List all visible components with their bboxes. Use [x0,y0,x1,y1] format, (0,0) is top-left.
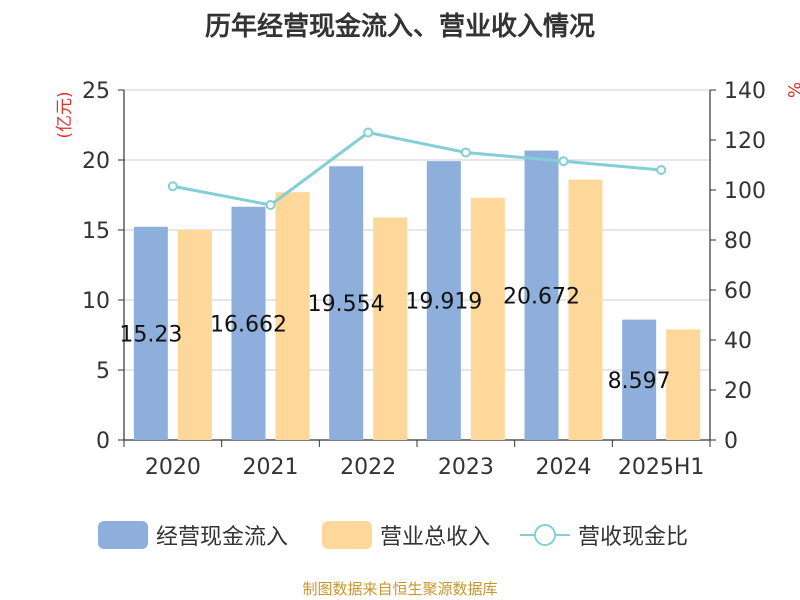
line-point-series3 [558,156,569,167]
bar-series1 [426,161,461,440]
source-note: 制图数据来自恒生聚源数据库 [302,580,498,598]
bar-series2 [666,329,701,440]
y-tick-label: 25 [82,79,110,104]
line-point-series3 [265,200,276,210]
y2-tick-label: 100 [724,179,766,204]
x-tick-label: 2025H1 [618,455,705,480]
y2-tick-label: 140 [724,79,766,104]
x-tick-label: 2023 [438,455,494,480]
bar-series2 [470,197,505,440]
x-tick-label: 2022 [340,455,396,480]
line-point-series3 [363,127,374,138]
y-tick-label: 20 [82,149,110,174]
y-axis-title: (亿元) [55,91,75,138]
y2-tick-label: 40 [724,329,752,354]
legend-label-series2: 营业总收入 [380,525,491,550]
bar-series2 [177,230,212,440]
bar-series1 [231,206,266,440]
line-point-series3 [460,147,471,158]
legend: 经营现金流入 营业总收入 营收现金比 [0,517,800,553]
y2-axis-title: % [783,82,800,98]
y2-tick-label: 20 [724,379,752,404]
x-tick-label: 2020 [145,455,201,480]
data-label-series1: 8.597 [608,369,671,394]
bar-series2 [568,179,603,440]
x-tick-label: 2021 [243,455,299,480]
legend-label-series3: 营收现金比 [578,525,689,550]
line-point-series3 [167,181,178,192]
legend-line-series3 [520,521,570,549]
line-point-series3 [656,165,667,175]
legend-item-series3[interactable]: 营收现金比 [520,517,688,553]
data-label-series1: 20.672 [503,284,580,309]
legend-item-series1[interactable]: 经营现金流入 [98,517,288,553]
data-label-series1: 15.23 [119,322,182,347]
x-tick-label: 2024 [536,455,592,480]
bar-series1 [133,226,168,440]
y-tick-label: 5 [96,359,110,384]
y-tick-label: 15 [82,219,110,244]
bar-series2 [373,217,408,440]
data-label-series1: 19.919 [405,290,482,315]
bar-series2 [275,192,310,440]
legend-swatch-series2 [322,521,372,549]
bar-series1 [622,319,657,440]
y2-tick-label: 80 [724,229,752,254]
legend-label-series1: 经营现金流入 [156,525,289,550]
data-label-series1: 19.554 [308,292,385,317]
data-label-series1: 16.662 [210,312,287,337]
legend-swatch-series1 [98,521,148,549]
legend-item-series2[interactable]: 营业总收入 [322,517,490,553]
y-tick-label: 10 [82,289,110,314]
y2-tick-label: 0 [724,429,738,454]
bar-series1 [524,150,559,441]
bar-series1 [329,166,364,440]
chart-title: 历年经营现金流入、营业收入情况 [204,12,595,42]
y-tick-label: 0 [96,429,110,454]
y2-tick-label: 60 [724,279,752,304]
y2-tick-label: 120 [724,129,766,154]
line-series3 [172,130,662,207]
